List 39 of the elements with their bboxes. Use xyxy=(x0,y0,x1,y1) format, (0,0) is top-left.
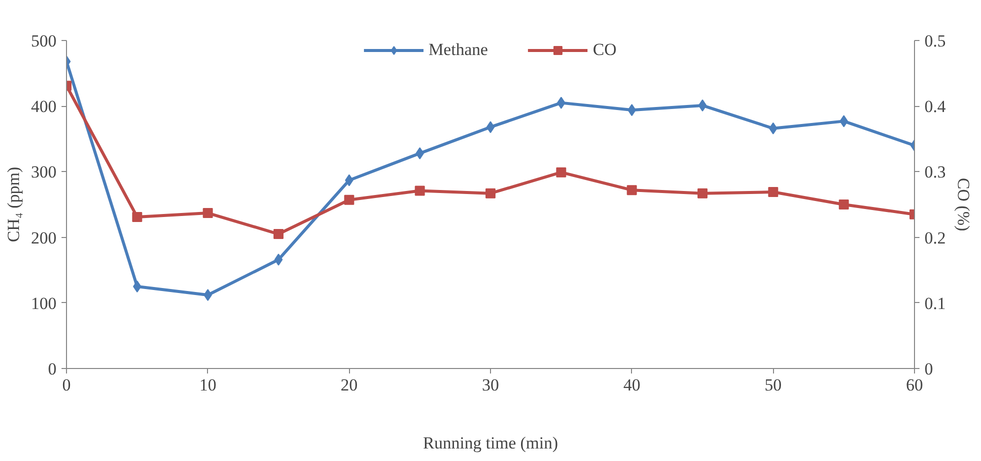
point xyxy=(274,229,284,240)
point xyxy=(344,194,354,205)
point xyxy=(133,280,142,292)
x-tick-label: 30 xyxy=(482,376,499,394)
point xyxy=(132,212,142,222)
y-axis-title: CH₄ (ppm) xyxy=(4,166,23,242)
y-tick-label: 100 xyxy=(31,294,56,313)
x-tick-label: 60 xyxy=(906,376,923,394)
y2-tick-label: 0.2 xyxy=(924,228,946,248)
point xyxy=(274,254,283,266)
y-tick-label: 300 xyxy=(31,162,56,182)
point xyxy=(486,188,496,198)
y-tick-label: 0 xyxy=(48,360,56,378)
y2-tick-label: 0.5 xyxy=(924,32,946,50)
x-tick-label: 0 xyxy=(62,376,71,394)
y-tick-label: 400 xyxy=(31,97,56,116)
y2-tick-label: 0.3 xyxy=(924,162,946,182)
y2-tick-label: 0 xyxy=(924,360,933,378)
y-tick-label: 500 xyxy=(31,32,56,50)
legend-label: CO xyxy=(592,40,617,60)
x-tick-label: 40 xyxy=(623,376,640,394)
y2-tick-label: 0.1 xyxy=(924,294,946,313)
x-tick-label: 50 xyxy=(764,376,782,394)
point xyxy=(698,99,707,112)
point xyxy=(768,187,778,198)
point xyxy=(556,167,566,178)
point xyxy=(838,200,849,210)
y2-tick-label: 0.4 xyxy=(924,97,946,116)
point xyxy=(626,185,637,196)
point xyxy=(698,188,708,198)
point xyxy=(414,186,425,196)
point xyxy=(202,208,213,218)
x-axis-title: Running time (min) xyxy=(422,434,558,452)
y2-axis-title: CO (%) xyxy=(954,178,973,232)
y-tick-label: 200 xyxy=(31,228,56,248)
legend-label: Methane xyxy=(428,40,488,60)
x-tick-label: 20 xyxy=(340,376,358,394)
point xyxy=(486,121,495,134)
x-tick-label: 10 xyxy=(199,376,216,394)
